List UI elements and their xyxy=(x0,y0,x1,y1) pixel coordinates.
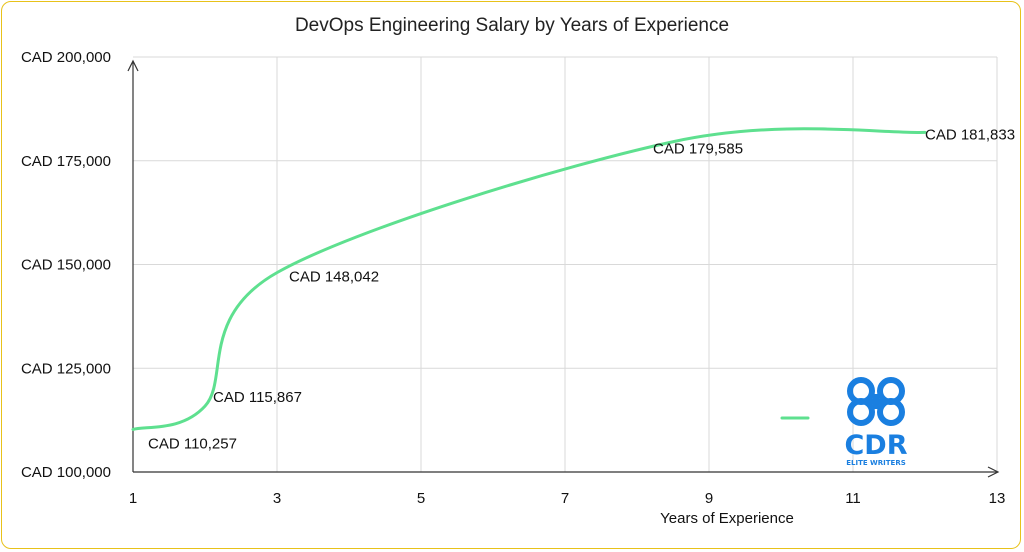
x-tick-label: 9 xyxy=(705,490,713,507)
y-axis-arrow xyxy=(127,59,139,72)
x-axis-ticks: 1 3 5 7 9 11 13 xyxy=(129,490,1006,507)
data-label: CAD 179,585 xyxy=(653,141,743,158)
x-tick-label: 3 xyxy=(273,490,281,507)
data-label: CAD 148,042 xyxy=(289,269,379,286)
data-label: CAD 110,257 xyxy=(148,435,237,452)
cdr-logo-mark xyxy=(847,377,905,426)
y-tick-label: CAD 150,000 xyxy=(21,257,111,274)
series-group xyxy=(131,127,927,431)
y-tick-label: CAD 175,000 xyxy=(21,153,111,170)
series-line xyxy=(131,127,927,431)
data-label: CAD 181,833 xyxy=(925,126,1015,143)
y-tick-label: CAD 100,000 xyxy=(21,464,111,481)
x-tick-label: 7 xyxy=(561,490,569,507)
logo-text: CDR xyxy=(844,430,907,461)
x-tick-label: 1 xyxy=(129,490,137,507)
data-labels: CAD 110,257 CAD 115,867 CAD 148,042 CAD 179… xyxy=(148,126,1015,452)
y-tick-label: CAD 125,000 xyxy=(21,360,111,377)
y-tick-label: CAD 200,000 xyxy=(21,49,111,66)
x-axis-arrow xyxy=(987,466,1000,478)
x-axis-label: Years of Experience xyxy=(660,510,794,527)
x-tick-label: 5 xyxy=(417,490,425,507)
x-tick-label: 13 xyxy=(989,490,1006,507)
logo-subtext: ELITE WRITERS xyxy=(846,459,906,467)
x-tick-label: 11 xyxy=(845,490,861,507)
data-label: CAD 115,867 xyxy=(213,389,302,406)
y-axis-ticks: CAD 100,000 CAD 125,000 CAD 150,000 CAD 175… xyxy=(21,49,111,481)
chart-title: DevOps Engineering Salary by Years of Ex… xyxy=(295,15,729,36)
cdr-logo: CDR ELITE WRITERS xyxy=(844,377,908,467)
gridlines xyxy=(133,56,998,472)
